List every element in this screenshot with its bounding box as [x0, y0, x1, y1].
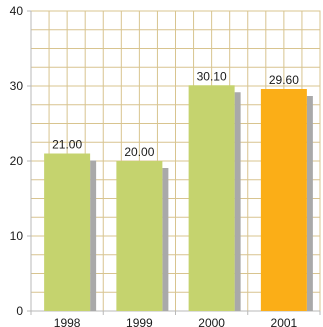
- x-tick-label: 2001: [271, 316, 298, 327]
- bars: [44, 85, 313, 311]
- bar-shadow: [90, 160, 97, 311]
- data-label: 29.60: [269, 73, 299, 87]
- bar-shadow: [162, 168, 169, 311]
- x-tick-label: 1999: [126, 316, 153, 327]
- y-tick-label: 30: [10, 79, 24, 93]
- x-tick-label: 1998: [54, 316, 81, 327]
- data-label: 21.00: [52, 138, 82, 152]
- bar-2001: [260, 89, 307, 311]
- data-labels: 21.00 20.00 30.10 29.60: [52, 69, 299, 159]
- y-tick-label: 20: [10, 154, 24, 168]
- y-tick-label: 10: [10, 229, 24, 243]
- bar-2000: [188, 85, 235, 311]
- y-axis-ticks: 0 10 20 30 40: [10, 4, 31, 318]
- data-label: 20.00: [124, 145, 154, 159]
- bar-1999: [116, 161, 163, 311]
- x-axis-ticks: 1998 1999 2000 2001: [30, 311, 321, 327]
- bar-shadow: [306, 96, 313, 311]
- data-label: 30.10: [197, 69, 227, 83]
- y-tick-label: 40: [10, 4, 24, 18]
- y-tick-label: 0: [16, 304, 23, 318]
- x-tick-label: 2000: [198, 316, 225, 327]
- bar-1998: [44, 153, 91, 311]
- bar-shadow: [234, 92, 241, 311]
